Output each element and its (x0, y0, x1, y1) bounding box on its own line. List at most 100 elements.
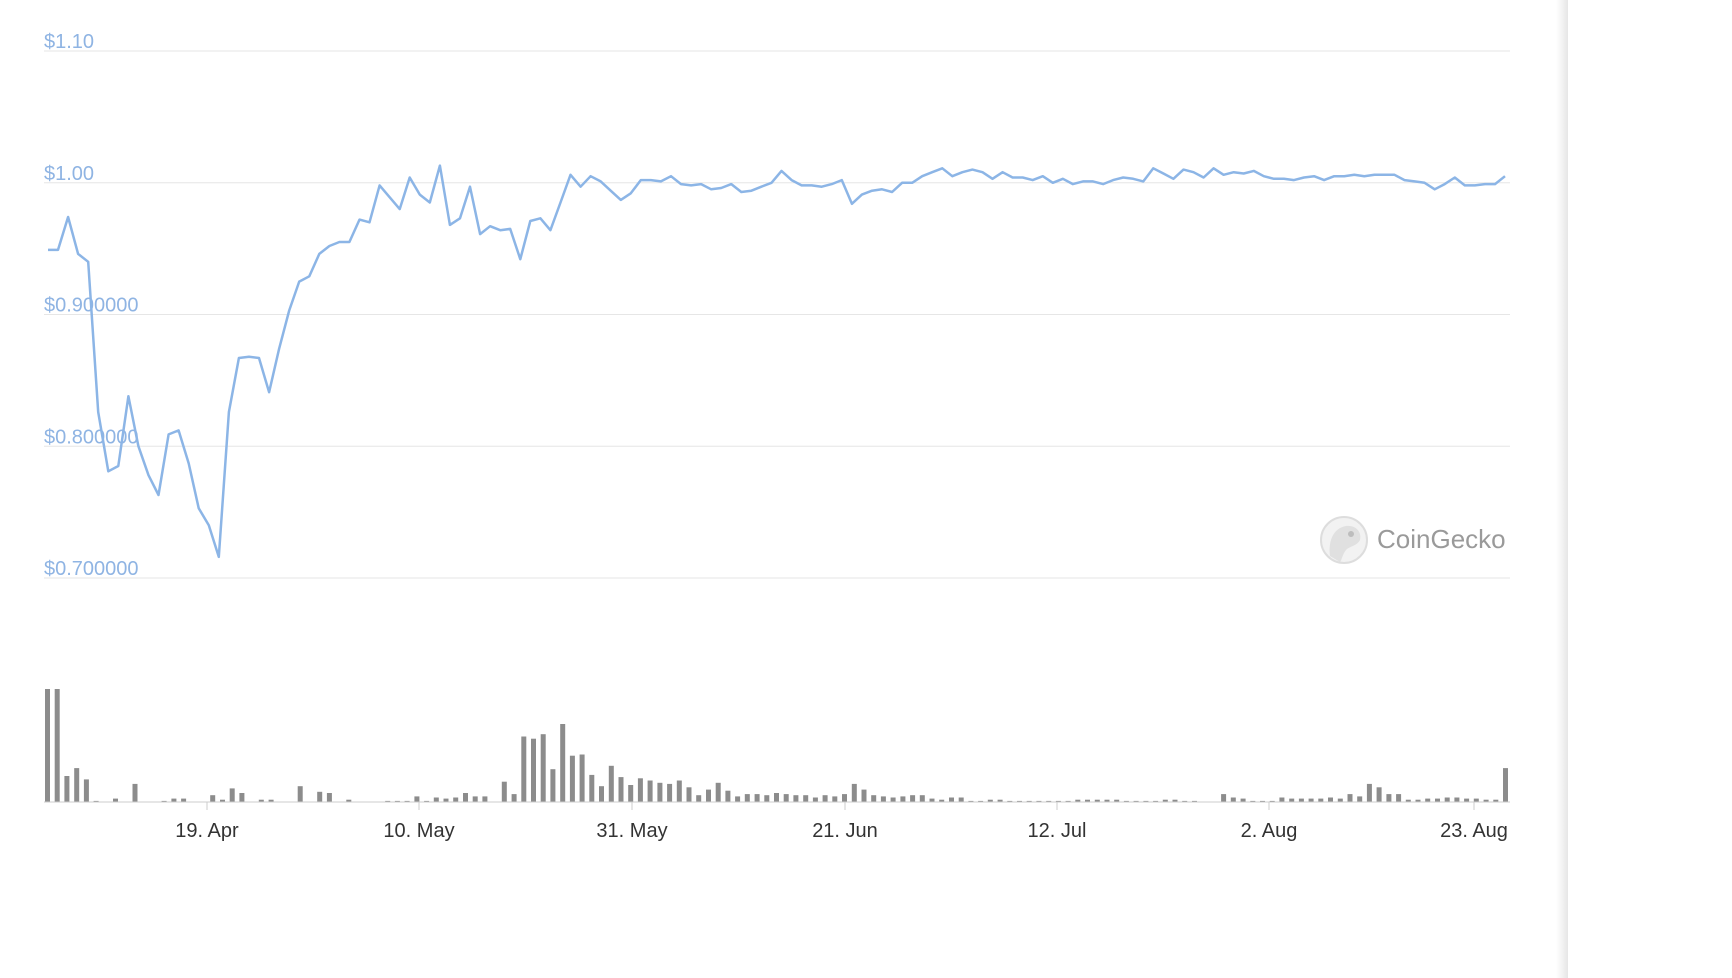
volume-bar (83, 779, 89, 802)
volume-bar (987, 799, 993, 802)
volume-bar (531, 738, 536, 802)
volume-bar (161, 800, 167, 802)
volume-bar (1094, 799, 1100, 802)
volume-bar (667, 783, 673, 802)
volume-bar (1318, 798, 1324, 802)
x-tick-label: 31. May (596, 820, 667, 842)
volume-bar (1250, 800, 1256, 802)
volume-bar (433, 797, 439, 802)
volume-bar (1240, 798, 1246, 802)
volume-bar (1347, 794, 1353, 802)
volume-bar (1337, 798, 1343, 802)
volume-bar (45, 689, 50, 802)
volume-bar (832, 796, 838, 803)
volume-bar (822, 795, 828, 802)
volume-bar (900, 796, 906, 803)
volume-bar (842, 794, 847, 802)
volume-bar (326, 793, 332, 802)
volume-bar (589, 774, 595, 802)
volume-bar (1055, 800, 1061, 802)
volume-bar (64, 776, 70, 802)
volume-bar (1503, 768, 1508, 802)
volume-bar (1493, 799, 1499, 802)
volume-bar (1269, 800, 1275, 802)
volume-bar (890, 797, 896, 802)
price-line-layer (48, 164, 1506, 559)
volume-bar (637, 778, 643, 802)
volume-bar (1172, 799, 1178, 802)
volume-bar (608, 765, 614, 802)
volume-bar (540, 734, 546, 802)
volume-bar (1007, 800, 1013, 802)
x-tick-label: 12. Jul (1028, 820, 1087, 842)
volume-bar (229, 788, 235, 802)
volume-bar (1279, 797, 1285, 802)
volume-bar (239, 793, 245, 802)
volume-bar (1483, 799, 1489, 802)
volume-bar (560, 724, 566, 802)
volume-bar (93, 800, 99, 802)
volume-bar (851, 783, 857, 802)
volume-bar (472, 796, 478, 803)
volume-bar (1153, 800, 1159, 802)
y-tick-label: $0.700000 (44, 558, 139, 580)
volume-bar (1192, 800, 1197, 802)
watermark-text: CoinGecko (1377, 524, 1506, 554)
volume-bar (521, 736, 527, 802)
volume-bar (657, 782, 663, 802)
volume-bar (744, 794, 750, 802)
coingecko-watermark: CoinGecko (1320, 516, 1506, 564)
volume-bar (1298, 798, 1304, 802)
volume-bar (1046, 800, 1052, 802)
volume-bar (1104, 799, 1110, 802)
volume-bar (317, 791, 323, 802)
volume-bar (793, 795, 799, 802)
volume-bar (1143, 800, 1149, 802)
volume-bar (1162, 799, 1168, 802)
volume-bar (783, 794, 789, 802)
volume-bar (569, 755, 575, 802)
volume-bar (1036, 800, 1042, 802)
volume-bar (210, 795, 216, 802)
volume-bar (1464, 798, 1470, 802)
volume-bar (1366, 783, 1372, 802)
volume-bar (919, 795, 925, 802)
volume-bar (939, 799, 945, 802)
volume-bar (880, 796, 886, 803)
x-tick-label: 2. Aug (1241, 820, 1298, 842)
volume-bar (443, 798, 449, 802)
price-chart: $1.10 $1.00 $0.900000 $0.800000 $0.700000 19… (44, 0, 1568, 978)
volume-bar (1376, 787, 1382, 802)
volume-bar (1415, 799, 1421, 802)
volume-bar (346, 799, 352, 802)
volume-bar (113, 798, 118, 802)
price-chart-svg: $1.10$1.00$0.900000$0.800000$0.700000 19… (44, 31, 1510, 842)
volume-bar (579, 754, 585, 802)
volume-bar (385, 800, 391, 802)
volume-bar (550, 769, 556, 802)
volume-bar (696, 795, 702, 802)
volume-bar (74, 768, 80, 802)
volume-bar (978, 800, 984, 802)
volume-bar (929, 798, 935, 802)
volume-bar (1435, 798, 1440, 802)
volume-bar (861, 789, 867, 802)
volume-bar (1396, 794, 1402, 802)
volume-bar (1221, 794, 1227, 802)
x-axis-ticks: 19. Apr 10. May 31. May 21. Jun 12. Jul 2. Au… (175, 802, 1508, 842)
volume-bar (686, 787, 692, 802)
volume-bar (871, 795, 877, 802)
volume-bar (676, 780, 682, 802)
volume-bar (171, 798, 177, 802)
volume-bar (812, 797, 818, 802)
x-tick-label: 10. May (383, 820, 454, 842)
gridlines (44, 50, 1510, 579)
gecko-logo-icon (1320, 516, 1368, 564)
volume-bar (958, 797, 964, 802)
volume-bar (1386, 794, 1392, 802)
volume-bar (1075, 799, 1081, 802)
volume-bar (735, 796, 741, 803)
x-tick-label: 19. Apr (175, 820, 239, 842)
scroll-edge (1556, 0, 1568, 978)
y-tick-label: $1.10 (44, 31, 94, 53)
